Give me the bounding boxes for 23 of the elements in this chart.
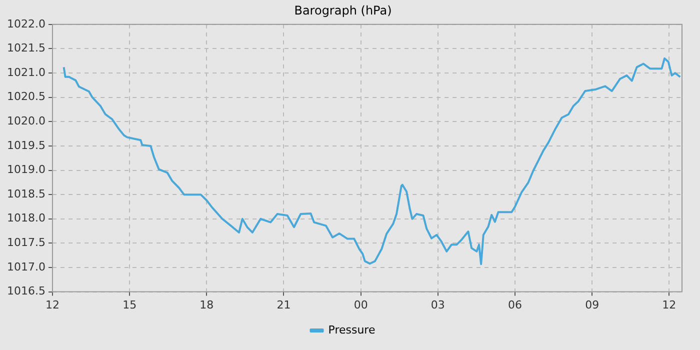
y-tick-label: 1018.5	[6, 187, 46, 200]
y-tick-label: 1020.0	[6, 114, 46, 128]
y-tick-label: 1018.0	[6, 212, 46, 225]
x-tick-label: 18	[200, 298, 214, 312]
x-tick-label: 21	[276, 298, 291, 312]
y-tick-label: 1021.5	[6, 42, 46, 55]
x-tick-label: 12	[45, 298, 60, 312]
y-tick-label: 1019.0	[6, 163, 46, 176]
y-tick-label: 1016.5	[6, 284, 46, 298]
y-tick-label: 1020.5	[6, 90, 46, 104]
y-tick-label: 1021.0	[6, 66, 46, 79]
y-tick-label: 1019.5	[6, 138, 46, 152]
y-tick-label: 1022.0	[6, 17, 46, 30]
legend-label: Pressure	[328, 323, 376, 336]
chart-title: Barograph (hPa)	[294, 3, 392, 18]
y-tick-label: 1017.5	[6, 236, 46, 250]
x-tick-label: 09	[585, 298, 600, 312]
y-tick-label: 1017.0	[6, 260, 46, 274]
x-tick-label: 15	[122, 298, 137, 312]
x-tick-label: 00	[354, 298, 368, 312]
x-tick-label: 03	[430, 298, 445, 312]
x-tick-label: 06	[508, 298, 522, 312]
x-tick-label: 12	[662, 298, 676, 312]
